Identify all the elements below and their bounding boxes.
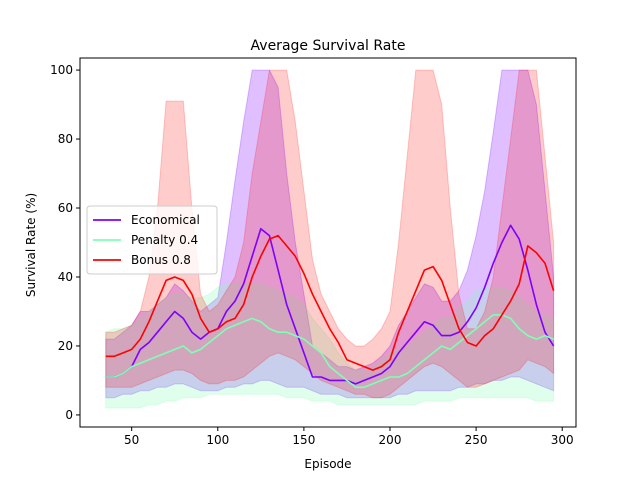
- series-line-1: [105, 314, 554, 389]
- x-tick-label: 100: [206, 433, 229, 447]
- legend-box: [86, 205, 218, 275]
- x-tick-label: 250: [465, 433, 488, 447]
- y-tick-label: 40: [58, 270, 73, 284]
- y-axis-label: Survival Rate (%): [24, 193, 38, 297]
- y-tick-label: 20: [58, 339, 73, 353]
- legend: Economical Penalty 0.4 Bonus 0.8: [86, 205, 218, 275]
- x-axis-label: Episode: [304, 457, 351, 471]
- x-tick-label: 300: [551, 433, 574, 447]
- x-tick-label: 200: [379, 433, 402, 447]
- legend-label: Bonus 0.8: [131, 253, 191, 267]
- y-tick-label: 60: [58, 201, 73, 215]
- y-tick-label: 100: [50, 63, 73, 77]
- y-tick-label: 0: [65, 408, 73, 422]
- series-line-2: [105, 234, 555, 371]
- series-line-0: [105, 224, 555, 385]
- x-tick-label: 150: [292, 433, 315, 447]
- band-1: [105, 283, 555, 409]
- legend-label: Economical: [131, 213, 200, 227]
- legend-label: Penalty 0.4: [131, 233, 198, 247]
- band-2: [105, 69, 555, 399]
- x-tick-label: 50: [124, 433, 139, 447]
- y-axis-ticks: 0 20 40 60 80 100: [50, 63, 80, 422]
- series-lines: [105, 224, 555, 389]
- plot-frame: [79, 57, 577, 428]
- band-0: [105, 69, 555, 399]
- chart-title: Average Survival Rate: [251, 38, 406, 54]
- confidence-bands: [105, 69, 555, 409]
- x-axis-ticks: 50 100 150 200 250 300: [124, 427, 574, 447]
- y-tick-label: 80: [58, 132, 73, 146]
